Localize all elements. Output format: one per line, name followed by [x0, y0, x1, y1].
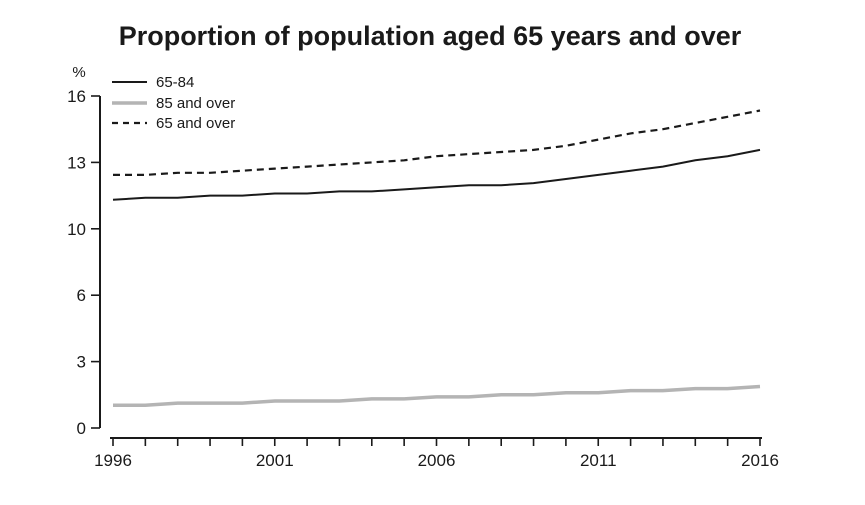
legend-label-85-and-over: 85 and over — [156, 95, 235, 112]
y-tick-label: 3 — [77, 353, 86, 372]
x-tick-label: 2011 — [580, 451, 617, 470]
y-tick-label: 16 — [67, 87, 86, 106]
y-axis-unit-label: % — [72, 64, 85, 81]
y-tick-label: 10 — [67, 220, 86, 239]
x-tick-label: 2006 — [418, 451, 456, 470]
x-tick-label: 2001 — [256, 451, 294, 470]
chart-title: Proportion of population aged 65 years a… — [119, 21, 742, 51]
y-tick-label: 13 — [67, 153, 86, 172]
series-line-65-84 — [112, 148, 761, 201]
x-tick-label: 2016 — [741, 451, 779, 470]
x-tick-label: 1996 — [94, 451, 132, 470]
series-line-85-and-over — [113, 384, 761, 407]
legend-label-65-84: 65-84 — [156, 74, 194, 91]
series-line-65-and-over — [113, 109, 761, 176]
data-series-group — [112, 109, 761, 407]
x-axis-ticks: 1996 2001 2006 2011 2016 — [94, 438, 779, 470]
legend-label-65-and-over: 65 and over — [156, 115, 235, 132]
y-tick-label: 0 — [77, 419, 86, 438]
y-axis-ticks: 0 3 6 10 13 16 — [67, 87, 100, 438]
y-tick-label: 6 — [77, 286, 86, 305]
chart-legend: 65-84 85 and over 65 and over — [112, 74, 235, 132]
